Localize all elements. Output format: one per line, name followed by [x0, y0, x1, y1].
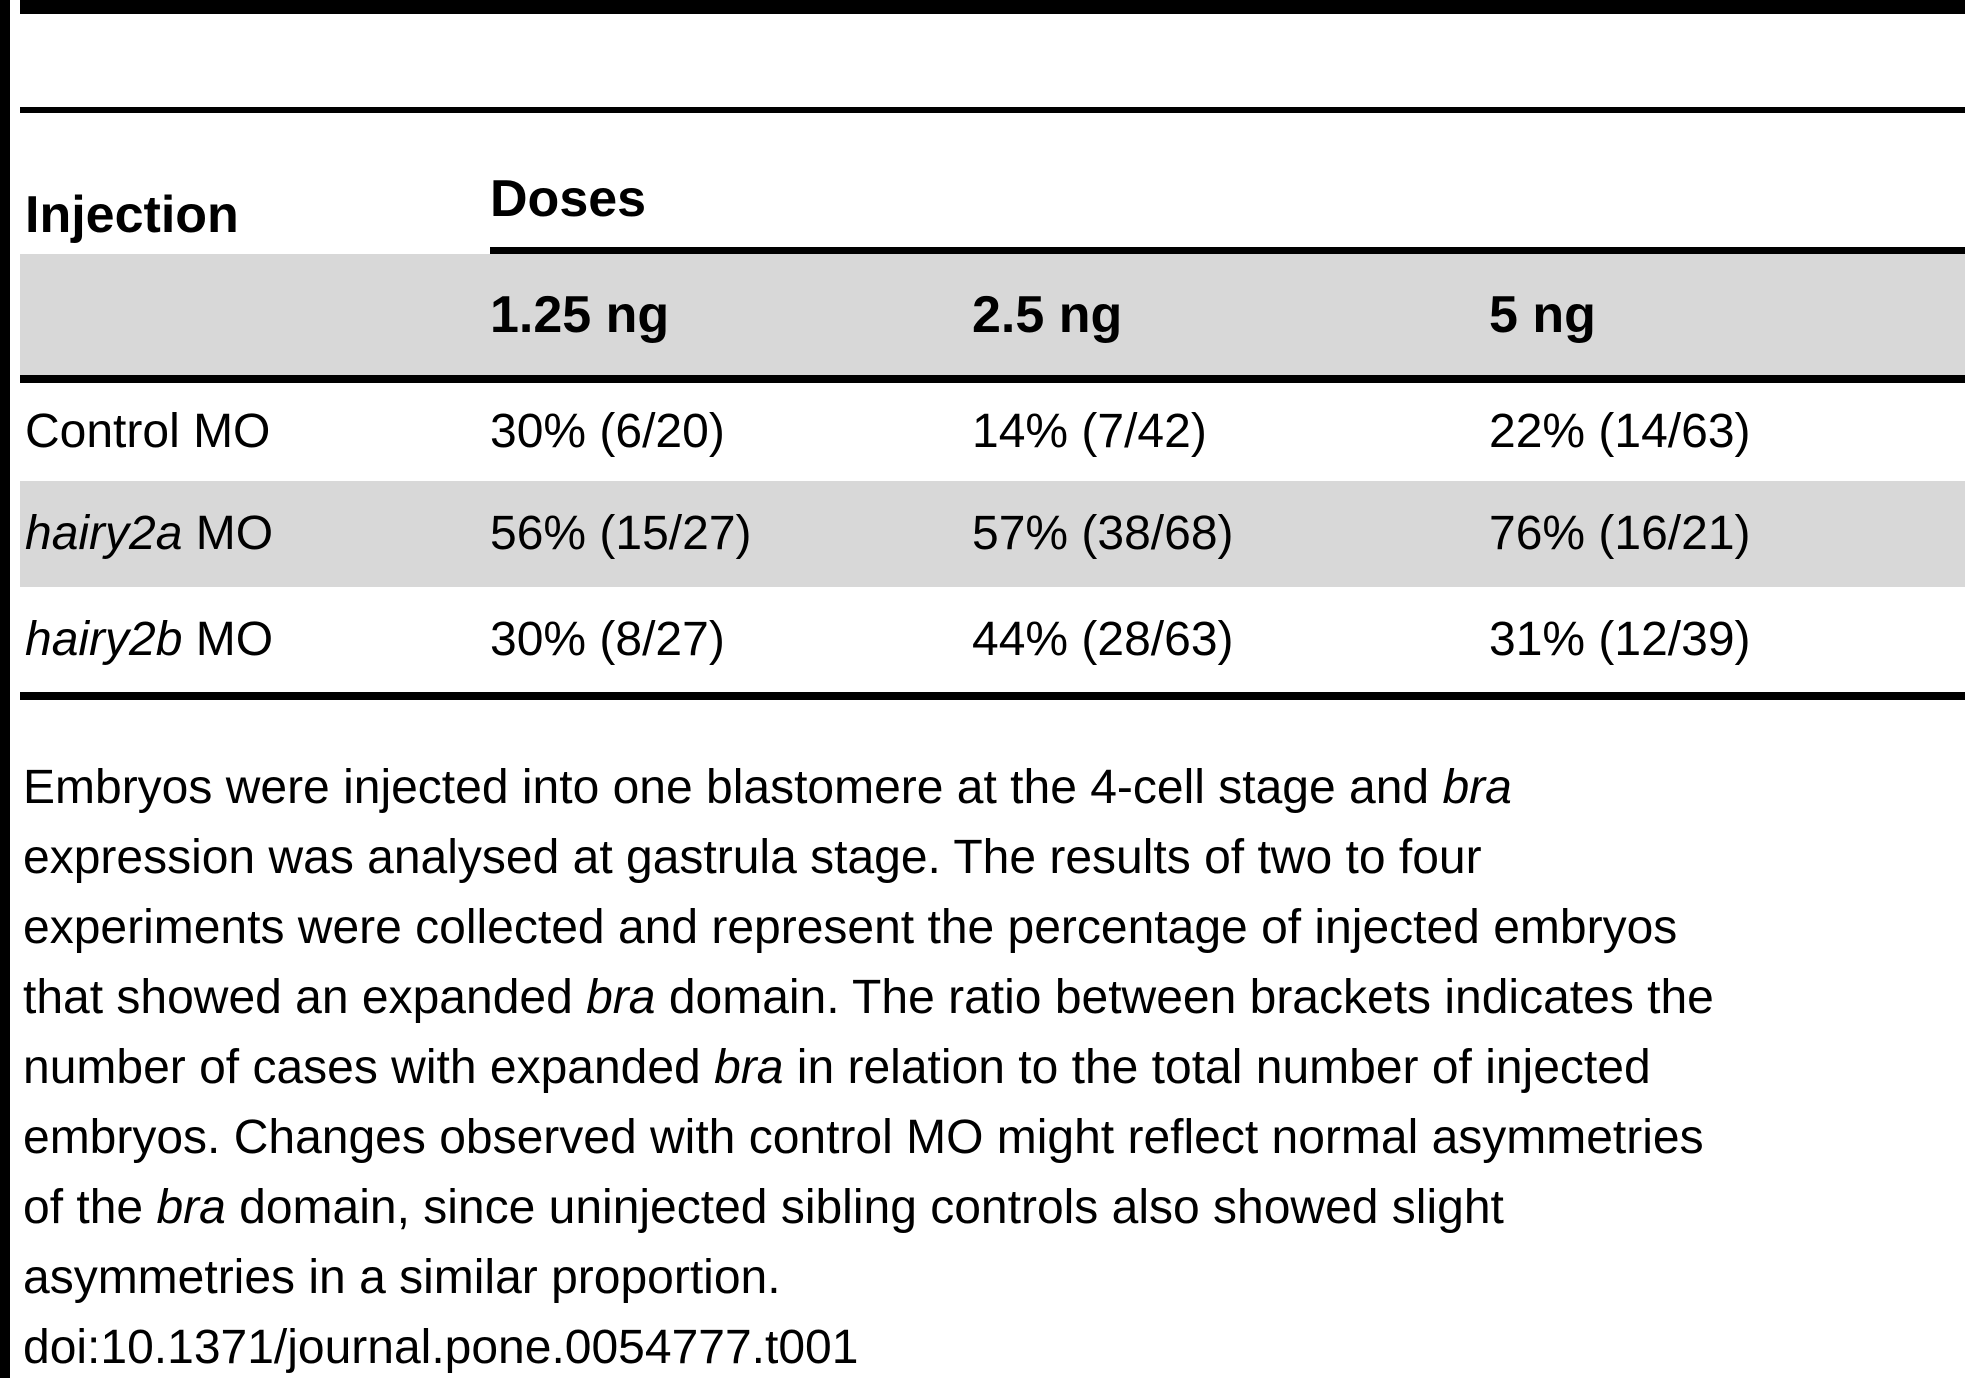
dose-header-1-25ng: 1.25 ng — [490, 285, 670, 344]
cell-value: 30% (6/20) — [490, 405, 725, 458]
caption-line: number of cases with expanded bra in rel… — [23, 1041, 1651, 1094]
subheader-bottom-rule — [20, 375, 1965, 383]
table-header-rule — [20, 107, 1965, 113]
column-group-header-doses: Doses — [490, 170, 647, 228]
doses-group-underline — [490, 247, 1965, 254]
cell-value: 56% (15/27) — [490, 507, 752, 560]
table-header-row: Injection Doses — [20, 114, 1965, 247]
left-border-bar — [0, 0, 10, 1378]
cell-value: 44% (28/63) — [972, 612, 1234, 666]
caption-line: asymmetries in a similar proportion. — [23, 1251, 781, 1304]
caption-line: that showed an expanded bra domain. The … — [23, 971, 1714, 1024]
caption-line: Embryos were injected into one blastomer… — [23, 761, 1512, 814]
table-row: hairy2b MO 30% (8/27) 44% (28/63) 31% (1… — [20, 587, 1965, 692]
caption-line: embryos. Changes observed with control M… — [23, 1111, 1704, 1164]
row-label: hairy2b MO — [25, 612, 274, 666]
table-bottom-rule — [20, 692, 1965, 700]
table-top-rule — [20, 0, 1965, 14]
caption-line: of the bra domain, since uninjected sibl… — [23, 1181, 1504, 1234]
cell-value: 31% (12/39) — [1489, 612, 1751, 666]
dose-header-2-5ng: 2.5 ng — [972, 285, 1123, 344]
table-caption: Embryos were injected into one blastomer… — [23, 753, 1953, 1383]
cell-value: 30% (8/27) — [490, 612, 725, 666]
dose-subheader-row: 1.25 ng 2.5 ng 5 ng — [20, 254, 1965, 375]
row-label: Control MO — [25, 405, 271, 458]
table-row: Control MO 30% (6/20) 14% (7/42) 22% (14… — [20, 383, 1965, 481]
caption-line: expression was analysed at gastrula stag… — [23, 831, 1482, 884]
cell-value: 14% (7/42) — [972, 405, 1207, 458]
dose-header-5ng: 5 ng — [1489, 285, 1596, 344]
table-row: hairy2a MO 56% (15/27) 57% (38/68) 76% (… — [20, 481, 1965, 587]
cell-value: 22% (14/63) — [1489, 405, 1751, 458]
column-header-injection: Injection — [25, 186, 239, 244]
doi-line: doi:10.1371/journal.pone.0054777.t001 — [23, 1321, 859, 1374]
cell-value: 57% (38/68) — [972, 507, 1234, 560]
caption-line: experiments were collected and represent… — [23, 901, 1678, 954]
row-label: hairy2a MO — [25, 507, 274, 560]
cell-value: 76% (16/21) — [1489, 507, 1751, 560]
